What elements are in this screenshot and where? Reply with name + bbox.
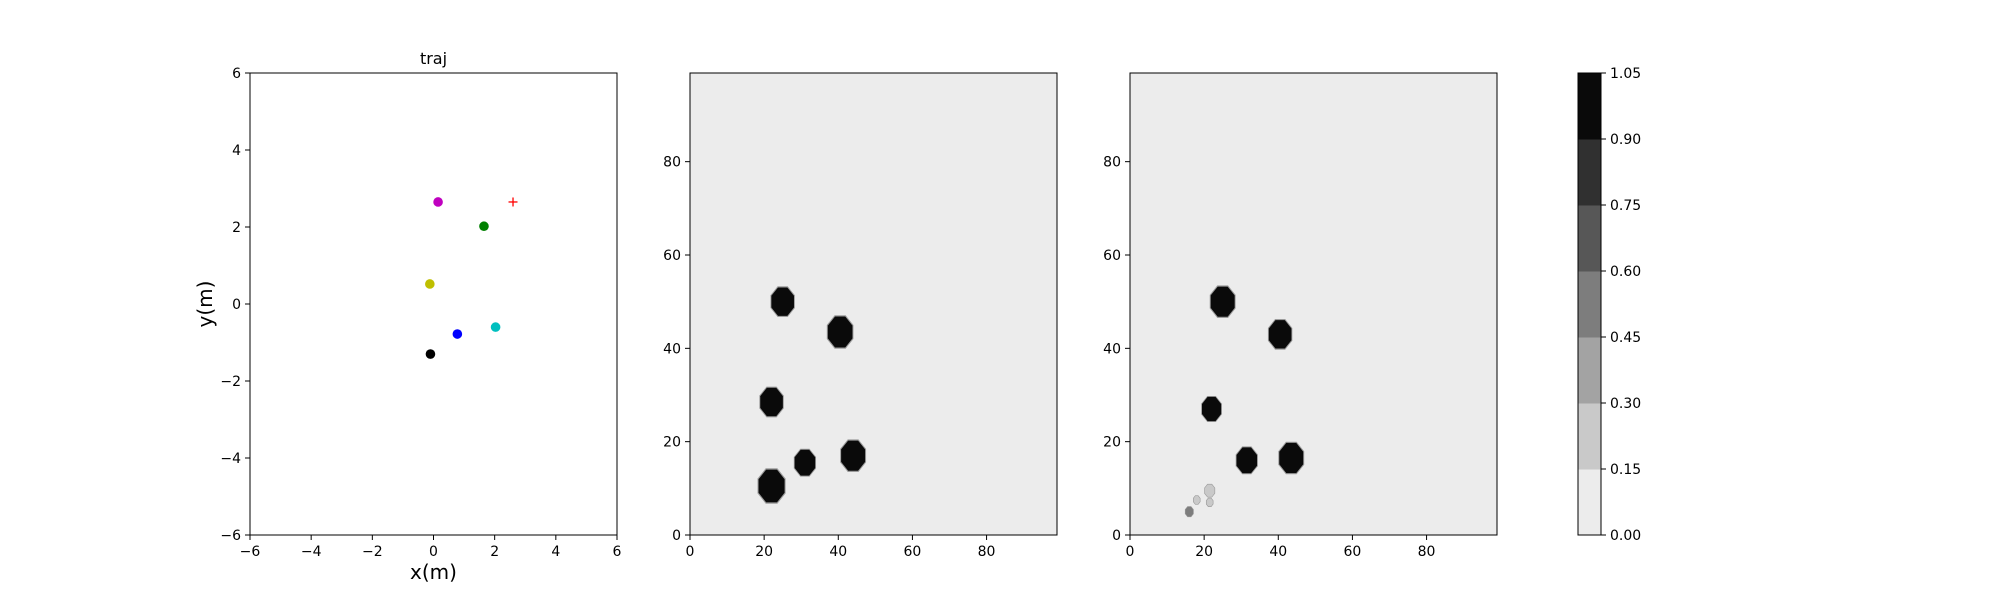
occupancy-map-1-y-tick-label: 20	[663, 435, 681, 451]
occupancy-map-2-y-ticks: 0 20 40 60 80	[1103, 155, 1130, 544]
colorbar-tick-label: 0.30	[1610, 396, 1641, 412]
occupancy-map-2-obstacle	[1204, 483, 1216, 498]
occupancy-map-1-x-ticks: 0 20 40 60 80	[686, 535, 996, 560]
trajectory-y-tick-label: 4	[232, 143, 241, 159]
colorbar-tick-label: 0.00	[1610, 528, 1641, 544]
occupancy-map-1-y-tick-label: 40	[663, 341, 681, 357]
trajectory-x-tick-label: 0	[429, 544, 438, 560]
occupancy-map-2-obstacle	[1278, 441, 1305, 475]
occupancy-map-1-obstacles	[757, 286, 867, 504]
colorbar-tick-label: 0.90	[1610, 132, 1641, 148]
trajectory-y-ticks: −6 −4 −2 0 2 4 6	[220, 66, 250, 544]
occupancy-map-2-x-tick-label: 40	[1269, 544, 1287, 560]
colorbar-band	[1578, 403, 1601, 470]
trajectory-y-tick-label: −4	[220, 451, 241, 467]
colorbar-tick-label: 0.60	[1610, 264, 1641, 280]
trajectory-x-tick-label: −6	[240, 544, 261, 560]
occupancy-map-2-obstacle	[1201, 395, 1222, 423]
occupancy-map-2-obstacle	[1184, 506, 1194, 518]
agent-point	[425, 279, 435, 289]
occupancy-map-1-x-tick-label: 40	[829, 544, 847, 560]
colorbar-bands	[1578, 73, 1601, 536]
trajectory-x-tick-label: 6	[613, 544, 622, 560]
colorbar-band	[1578, 205, 1601, 272]
agent-point	[490, 322, 501, 332]
occupancy-map-2: 0 20 40 60 80 0 20 40 60 80	[1103, 72, 1498, 560]
occupancy-map-2-obstacle	[1209, 285, 1236, 318]
occupancy-map-2-frame	[1129, 72, 1498, 536]
trajectory-x-tick-label: 2	[490, 544, 499, 560]
colorbar: 0.00 0.15 0.30 0.45 0.60 0.75 0.90 1.05	[1577, 66, 1641, 544]
colorbar-frame	[1577, 72, 1602, 536]
trajectory-y-tick-label: −6	[220, 528, 241, 544]
occupancy-map-2-obstacle	[1235, 446, 1258, 475]
colorbar-band	[1578, 271, 1601, 338]
trajectory-y-tick-label: 2	[232, 220, 241, 236]
occupancy-map-2-x-tick-label: 0	[1126, 544, 1135, 560]
occupancy-map-2-y-tick-label: 60	[1103, 248, 1121, 264]
occupancy-map-2-obstacle	[1205, 497, 1214, 507]
trajectory-y-tick-label: 0	[232, 297, 241, 313]
occupancy-map-1-x-tick-label: 0	[686, 544, 695, 560]
occupancy-map-2-obstacle	[1267, 318, 1293, 350]
colorbar-tick-label: 0.45	[1610, 330, 1641, 346]
trajectory-plot-frame	[249, 72, 618, 536]
occupancy-map-1-obstacle	[826, 315, 854, 349]
colorbar-band	[1578, 337, 1601, 404]
occupancy-map-2-x-ticks: 0 20 40 60 80	[1126, 535, 1436, 560]
occupancy-map-2-background	[1130, 73, 1497, 535]
trajectory-y-axis-label: y(m)	[193, 281, 217, 328]
trajectory-x-ticks: −6 −4 −2 0 2 4 6	[240, 535, 622, 560]
colorbar-band	[1578, 469, 1601, 536]
trajectory-plot: −6 −4 −2 0 2 4 6 −6 −4 −2 0 2 4 6 traj x(m) y(m)	[193, 49, 622, 584]
agent-point	[425, 349, 436, 359]
occupancy-map-1-obstacle	[759, 386, 784, 418]
agent-point	[433, 197, 443, 207]
occupancy-map-1-x-tick-label: 80	[978, 544, 996, 560]
trajectory-points	[425, 197, 518, 359]
occupancy-map-2-y-tick-label: 80	[1103, 155, 1121, 171]
occupancy-map-2-x-tick-label: 20	[1195, 544, 1213, 560]
goal-marker	[508, 197, 518, 207]
occupancy-map-1-obstacle	[793, 448, 817, 477]
occupancy-map-1-y-tick-label: 60	[663, 248, 681, 264]
occupancy-map-2-y-tick-label: 40	[1103, 341, 1121, 357]
occupancy-map-1-frame	[689, 72, 1058, 536]
trajectory-title: traj	[420, 49, 447, 68]
colorbar-tick-label: 0.15	[1610, 462, 1641, 478]
occupancy-map-1-background	[690, 73, 1057, 535]
occupancy-map-2-x-tick-label: 80	[1418, 544, 1436, 560]
occupancy-map-2-x-tick-label: 60	[1344, 544, 1362, 560]
trajectory-x-tick-label: −2	[362, 544, 383, 560]
trajectory-x-axis-label: x(m)	[410, 560, 457, 584]
occupancy-map-2-obstacles	[1184, 285, 1305, 518]
occupancy-map-1-y-tick-label: 0	[672, 528, 681, 544]
occupancy-map-1-x-tick-label: 60	[904, 544, 922, 560]
occupancy-map-2-y-tick-label: 0	[1112, 528, 1121, 544]
occupancy-map-1-x-tick-label: 20	[755, 544, 773, 560]
colorbar-tick-label: 1.05	[1610, 66, 1641, 82]
occupancy-map-2-y-tick-label: 20	[1103, 435, 1121, 451]
occupancy-map-1: 0 20 40 60 80 0 20 40 60 80	[663, 72, 1058, 560]
occupancy-map-2-obstacle	[1193, 495, 1201, 505]
agent-point	[452, 329, 463, 339]
colorbar-band	[1578, 73, 1601, 140]
trajectory-y-tick-label: 6	[232, 66, 241, 82]
occupancy-map-1-obstacle	[840, 439, 867, 472]
trajectory-y-tick-label: −2	[220, 374, 241, 390]
colorbar-ticks: 0.00 0.15 0.30 0.45 0.60 0.75 0.90 1.05	[1601, 66, 1641, 544]
occupancy-map-1-obstacle	[757, 468, 786, 504]
occupancy-map-1-y-tick-label: 80	[663, 155, 681, 171]
occupancy-map-1-obstacle	[770, 286, 795, 318]
trajectory-x-tick-label: −4	[301, 544, 322, 560]
occupancy-map-1-y-ticks: 0 20 40 60 80	[663, 155, 690, 544]
trajectory-x-tick-label: 4	[551, 544, 560, 560]
colorbar-band	[1578, 139, 1601, 206]
agent-point	[479, 221, 489, 232]
colorbar-tick-label: 0.75	[1610, 198, 1641, 214]
